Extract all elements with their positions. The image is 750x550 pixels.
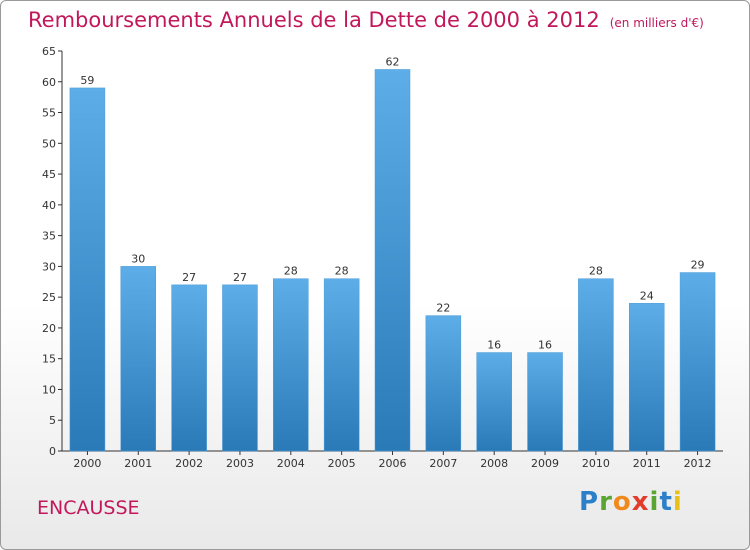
data-label-2005: 28 xyxy=(335,265,349,278)
x-tick-label-2012: 2012 xyxy=(684,457,712,470)
y-tick-label: 40 xyxy=(42,199,56,212)
x-tick-label-2008: 2008 xyxy=(480,457,508,470)
y-tick-label: 10 xyxy=(42,383,56,396)
chart-title-main: Remboursements Annuels de la Dette de 20… xyxy=(28,8,600,32)
x-tick-label-2003: 2003 xyxy=(226,457,254,470)
data-label-2000: 59 xyxy=(80,74,94,87)
y-tick-label: 45 xyxy=(42,168,56,181)
bar-2003 xyxy=(222,284,258,452)
data-label-2002: 27 xyxy=(182,271,196,284)
bar-2011 xyxy=(628,303,665,452)
data-label-2007: 22 xyxy=(436,302,450,315)
bar-2006 xyxy=(374,69,411,452)
proxiti-logo: Proxiti xyxy=(579,487,683,517)
y-tick-label: 20 xyxy=(42,322,56,335)
y-tick-label: 0 xyxy=(49,445,56,458)
data-label-2003: 27 xyxy=(233,271,247,284)
data-label-2008: 16 xyxy=(487,339,501,352)
y-tick-label: 15 xyxy=(42,353,56,366)
data-label-2009: 16 xyxy=(538,339,552,352)
y-tick-label: 55 xyxy=(42,107,56,120)
y-tick-label: 35 xyxy=(42,230,56,243)
x-tick-label-2007: 2007 xyxy=(429,457,457,470)
bar-2004 xyxy=(273,278,309,452)
x-tick-label-2011: 2011 xyxy=(633,457,661,470)
data-label-2012: 29 xyxy=(691,259,705,272)
x-tick-label-2000: 2000 xyxy=(73,457,101,470)
y-tick-label: 25 xyxy=(42,291,56,304)
data-label-2001: 30 xyxy=(131,252,145,265)
bar-2008 xyxy=(476,352,512,452)
bar-2000 xyxy=(69,87,106,452)
bars xyxy=(69,69,716,452)
data-label-2011: 24 xyxy=(640,289,654,302)
y-tick-label: 60 xyxy=(42,76,56,89)
town-name: ENCAUSSE xyxy=(37,497,140,519)
data-label-2004: 28 xyxy=(284,265,298,278)
bar-2010 xyxy=(578,278,614,452)
data-labels: 59 30 27 27 28 28 62 22 16 16 28 24 29 xyxy=(80,55,704,351)
x-tick-label-2010: 2010 xyxy=(582,457,610,470)
data-label-2006: 62 xyxy=(386,55,400,68)
x-tick-label-2002: 2002 xyxy=(175,457,203,470)
x-tick-label-2004: 2004 xyxy=(277,457,305,470)
bar-2012 xyxy=(679,272,716,452)
y-tick-label: 30 xyxy=(42,260,56,273)
x-tick-label-2001: 2001 xyxy=(124,457,152,470)
bar-2009 xyxy=(527,352,563,452)
x-tick-label-2009: 2009 xyxy=(531,457,559,470)
y-tick-label: 50 xyxy=(42,137,56,150)
bar-2002 xyxy=(171,284,207,452)
y-tick-label: 65 xyxy=(42,45,56,58)
y-tick-label: 5 xyxy=(49,414,56,427)
bar-2007 xyxy=(425,315,462,452)
x-axis: 2000 2001 2002 2003 2004 2005 2006 2007 2008 2009… xyxy=(62,450,723,470)
bar-2005 xyxy=(323,278,360,452)
chart-title-unit: (en milliers d'€) xyxy=(609,16,704,30)
bar-2001 xyxy=(120,266,157,452)
y-axis: 0 5 10 15 20 25 30 35 40 45 50 55 60 65 xyxy=(42,45,63,458)
data-label-2010: 28 xyxy=(589,265,603,278)
x-tick-label-2005: 2005 xyxy=(328,457,356,470)
chart-title: Remboursements Annuels de la Dette de 20… xyxy=(28,8,704,32)
x-tick-label-2006: 2006 xyxy=(379,457,407,470)
